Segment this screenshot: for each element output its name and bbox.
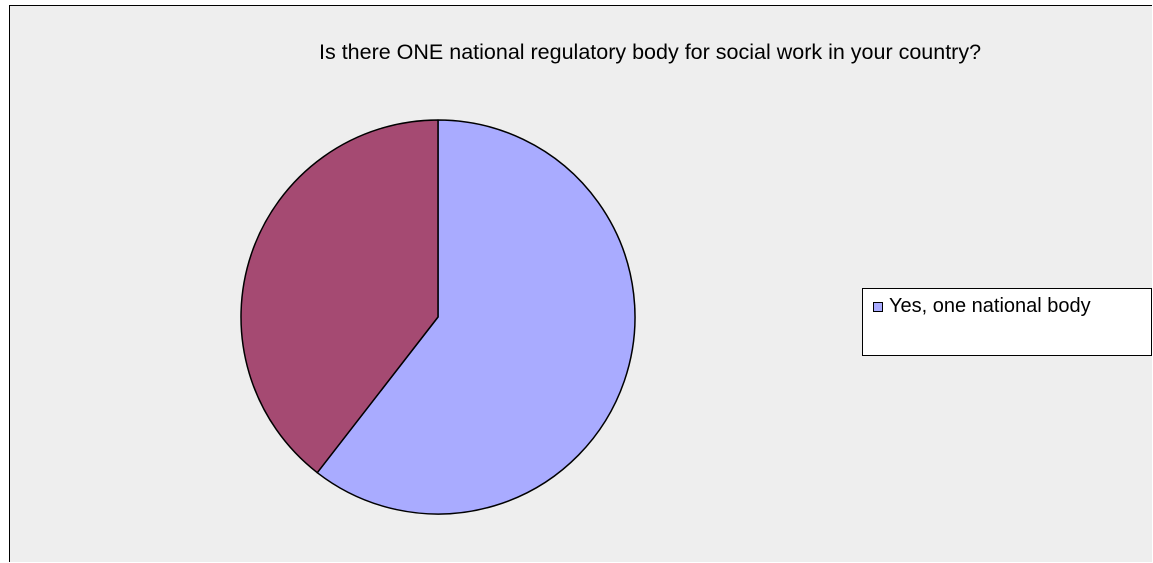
chart-legend: Yes, one national body [862,288,1152,356]
chart-area: Is there ONE national regulatory body fo… [9,5,1152,562]
legend-label-yes: Yes, one national body [889,295,1091,317]
pie-slice-0 [316,119,636,515]
chart-title: Is there ONE national regulatory body fo… [319,40,982,64]
pie-chart [240,119,636,515]
pie-slice-1 [240,119,439,474]
legend-swatch-yes [873,302,883,312]
